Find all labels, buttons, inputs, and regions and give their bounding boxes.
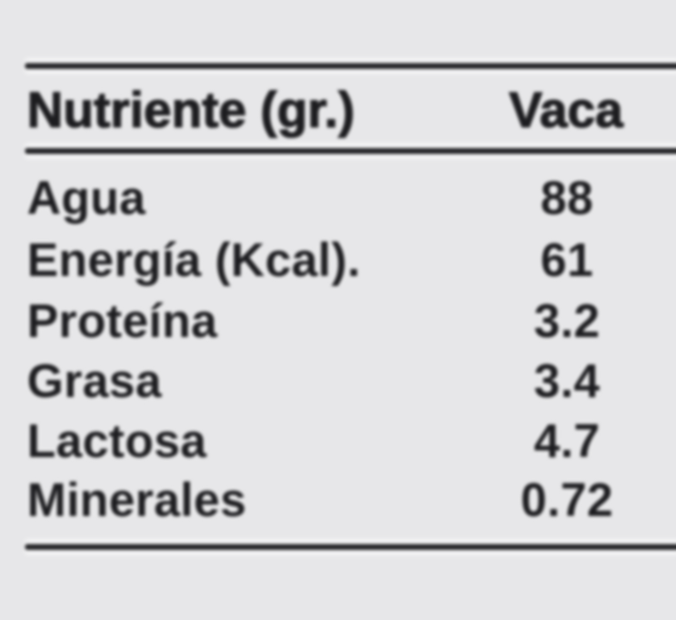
row-label-agua: Agua (27, 171, 146, 224)
row-label-grasa: Grasa (27, 354, 162, 407)
column-header-milk: Vaca (508, 82, 624, 138)
table-top-rule (25, 63, 676, 69)
table-bottom-rule (25, 544, 676, 550)
row-value-lactosa: 4.7 (533, 414, 601, 467)
row-label-energia: Energía (Kcal). (27, 233, 361, 286)
row-value-grasa: 3.4 (533, 354, 601, 407)
row-value-minerales: 0.72 (520, 473, 614, 526)
row-value-energia: 61 (540, 233, 594, 286)
row-label-minerales: Minerales (27, 473, 247, 526)
row-value-agua: 88 (540, 171, 594, 224)
row-label-proteina: Proteína (27, 293, 218, 347)
row-value-proteina: 3.2 (533, 293, 601, 347)
column-header-nutrient: Nutriente (gr.) (26, 82, 355, 138)
row-label-lactosa: Lactosa (27, 414, 207, 467)
header-separator-rule (25, 148, 676, 154)
